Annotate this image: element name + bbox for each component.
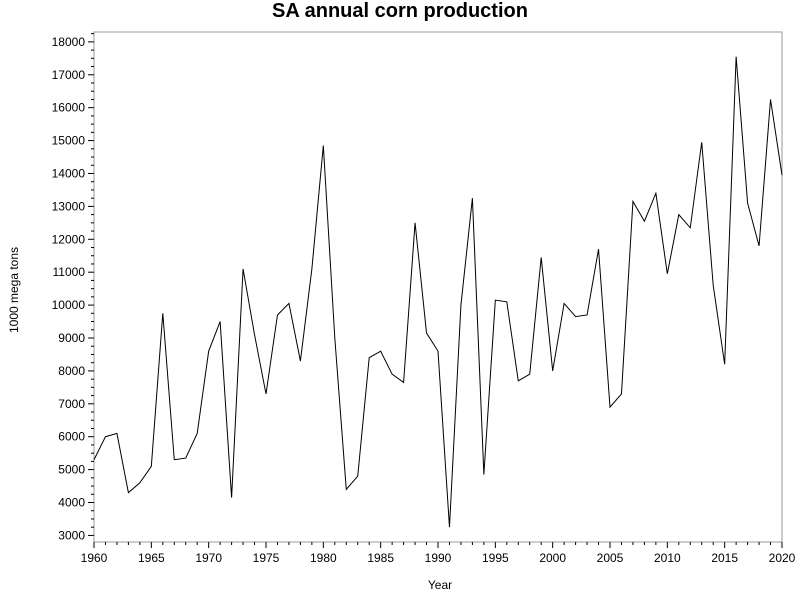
y-tick-label: 7000 — [58, 397, 85, 411]
x-tick-label: 1980 — [310, 551, 337, 565]
y-tick-label: 15000 — [52, 134, 86, 148]
y-tick-label: 11000 — [53, 265, 86, 279]
y-tick-label: 8000 — [58, 364, 85, 378]
y-tick-label: 9000 — [58, 331, 85, 345]
y-axis-label: 1000 mega tons — [7, 247, 21, 333]
y-tick-label: 6000 — [58, 430, 85, 444]
x-tick-label: 1970 — [195, 551, 222, 565]
x-tick-label: 2005 — [597, 551, 624, 565]
x-tick-label: 1965 — [138, 551, 165, 565]
chart-title: SA annual corn production — [272, 0, 528, 22]
x-tick-label: 1995 — [482, 551, 509, 565]
x-tick-label: 1975 — [253, 551, 280, 565]
series-layer — [94, 57, 782, 528]
x-axis: 1960 1965 1970 1975 1980 1985 1990 1995 2000 2005… — [81, 542, 796, 565]
y-tick-label: 10000 — [52, 298, 86, 312]
plot-frame — [94, 32, 782, 542]
y-tick-label: 14000 — [52, 166, 86, 180]
y-tick-label: 5000 — [58, 463, 85, 477]
x-tick-label: 1990 — [425, 551, 452, 565]
y-tick-label: 3000 — [58, 528, 85, 542]
x-tick-label: 1985 — [367, 551, 394, 565]
x-tick-label: 2015 — [711, 551, 738, 565]
x-axis-label: Year — [428, 578, 452, 592]
y-axis: 3000 4000 5000 6000 7000 8000 9000 10000 11000 12… — [52, 34, 94, 543]
series-line — [94, 57, 782, 528]
x-tick-label: 1960 — [81, 551, 108, 565]
x-tick-label: 2000 — [539, 551, 566, 565]
y-tick-label: 13000 — [52, 199, 86, 213]
y-tick-label: 12000 — [52, 232, 86, 246]
y-tick-label: 16000 — [52, 101, 86, 115]
y-tick-label: 4000 — [58, 496, 85, 510]
x-tick-label: 2010 — [654, 551, 681, 565]
y-tick-label: 18000 — [52, 35, 86, 49]
y-tick-label: 17000 — [52, 68, 86, 82]
x-tick-label: 2020 — [769, 551, 796, 565]
